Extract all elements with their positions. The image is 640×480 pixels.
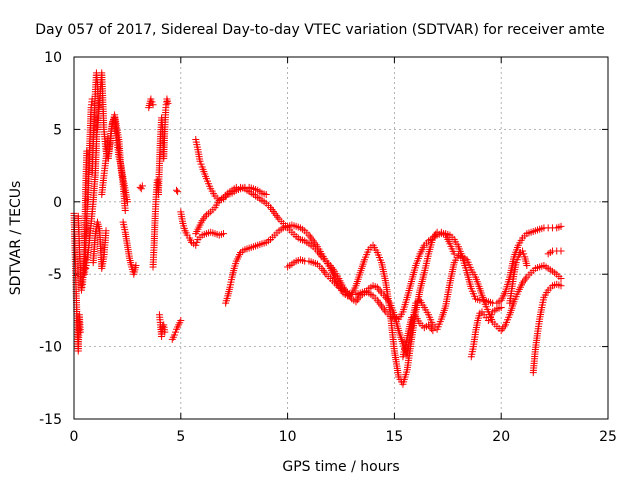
data-point — [170, 331, 178, 339]
y-axis-label: SDTVAR / TECUs — [8, 181, 24, 296]
data-point — [193, 238, 201, 246]
data-point — [196, 157, 204, 165]
series-arc-21 — [284, 222, 565, 323]
data-point — [78, 283, 86, 291]
data-point — [137, 185, 145, 193]
series-arc-10 — [119, 218, 140, 278]
series-arc-12 — [145, 95, 157, 112]
data-point — [149, 101, 157, 109]
series-arc-11 — [136, 182, 146, 193]
series-arc-06 — [89, 218, 110, 272]
data-point — [557, 222, 565, 230]
series-arc-16 — [173, 186, 182, 196]
series-arc-22 — [399, 312, 437, 361]
y-tick-label: -15 — [39, 412, 62, 428]
x-tick-label: 20 — [492, 429, 510, 445]
data-point — [520, 250, 528, 258]
data-point — [523, 262, 531, 270]
data-point — [102, 227, 110, 235]
data-point — [450, 250, 458, 258]
series-arc-23 — [467, 304, 505, 361]
y-tick-label: 10 — [44, 50, 62, 66]
data-points — [70, 69, 565, 388]
data-point — [77, 286, 85, 294]
plot-frame — [73, 56, 609, 420]
data-point — [487, 314, 495, 322]
x-tick-label: 0 — [70, 429, 79, 445]
y-tick-label: -5 — [48, 267, 62, 283]
data-point — [164, 99, 172, 107]
series-arc-15 — [168, 317, 185, 343]
data-point — [513, 256, 521, 264]
y-tick-label: 0 — [53, 195, 62, 211]
data-point — [132, 262, 140, 270]
data-point — [557, 247, 565, 255]
data-point — [161, 328, 169, 336]
data-point — [138, 182, 146, 190]
x-tick-label: 10 — [279, 429, 297, 445]
data-point — [159, 322, 167, 330]
x-tick-label: 25 — [599, 429, 617, 445]
data-point — [123, 198, 131, 206]
data-point — [512, 259, 520, 267]
data-point — [192, 241, 200, 249]
grid — [74, 57, 608, 419]
data-point — [262, 191, 270, 199]
series-arc-14 — [155, 311, 169, 340]
data-point — [557, 275, 565, 283]
data-point — [173, 186, 181, 194]
series-arc-17 — [177, 208, 228, 249]
series-arc-24 — [506, 247, 531, 307]
x-tick-label: 5 — [176, 429, 185, 445]
data-point — [220, 230, 228, 238]
data-point — [148, 98, 156, 106]
data-point — [147, 95, 155, 103]
series-arc-09 — [104, 114, 131, 206]
series-arc-18 — [192, 136, 270, 204]
series-arc-26 — [544, 247, 565, 258]
data-point — [429, 327, 437, 335]
data-point — [557, 282, 565, 290]
data-point — [497, 304, 505, 312]
y-tick-label: 5 — [53, 122, 62, 138]
data-point — [76, 328, 84, 336]
data-point — [121, 206, 129, 214]
data-point — [177, 317, 185, 325]
series-arc-19 — [192, 183, 565, 359]
series-arc-07 — [93, 69, 114, 162]
series-arc-25 — [529, 280, 565, 377]
chart-title: Day 057 of 2017, Sidereal Day-to-day VTE… — [35, 22, 605, 38]
data-point — [197, 160, 205, 168]
x-tick-label: 15 — [385, 429, 403, 445]
x-axis-label: GPS time / hours — [282, 459, 399, 475]
data-point — [174, 188, 182, 196]
data-point — [519, 247, 527, 255]
data-point — [171, 328, 179, 336]
series-arc-13 — [149, 95, 172, 271]
y-tick-label: -10 — [39, 340, 62, 356]
data-point — [488, 311, 496, 319]
